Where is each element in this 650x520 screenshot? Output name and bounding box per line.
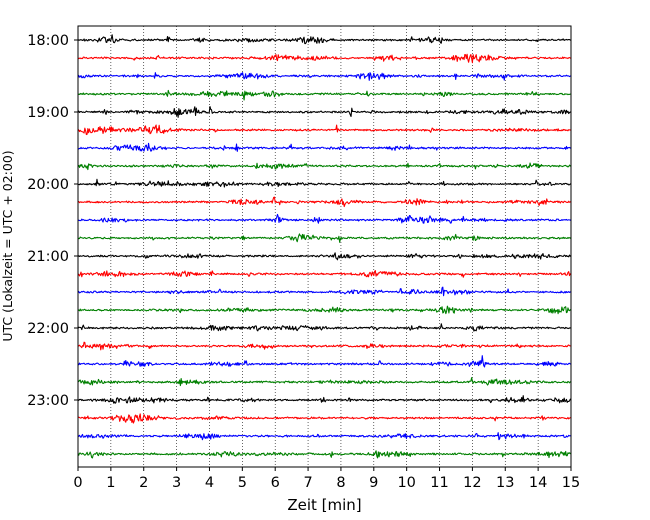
x-tick-label: 6 [271,475,280,491]
trace-2215 [77,341,572,351]
x-tick-label: 3 [172,475,181,491]
y-tick-label: 23:00 [27,393,69,409]
x-tick-label: 14 [529,475,547,491]
trace-2345 [77,450,572,459]
y-tick-label: 22:00 [27,321,69,337]
trace-2230 [77,355,572,368]
x-tick-label: 11 [430,475,448,491]
trace-1815 [77,53,572,64]
trace-1900 [77,105,572,118]
x-axis-ticks: 0 1 2 3 4 5 6 7 8 9 10 11 12 13 14 15 [73,467,580,491]
x-tick-label: 9 [369,475,378,491]
trace-2030 [77,213,572,224]
x-tick-label: 1 [106,475,115,491]
x-tick-label: 10 [397,475,415,491]
trace-2015 [77,196,572,208]
y-axis-label: UTC (Lokalzeit = UTC + 02:00) [0,150,15,341]
trace-2145 [77,305,572,315]
trace-1845 [77,89,572,101]
trace-2330 [77,432,572,441]
y-tick-label: 19:00 [27,105,69,121]
trace-1945 [77,162,572,171]
y-tick-label: 21:00 [27,249,69,265]
trace-2245 [77,377,572,387]
trace-2300 [78,395,572,404]
plot-frame [77,25,572,468]
seismogram-traces [77,34,572,459]
y-axis-ticks: 18:00 19:00 20:00 21:00 22:00 23:00 [27,33,78,409]
x-tick-label: 15 [562,475,580,491]
trace-1915 [77,124,572,136]
x-tick-label: 0 [73,475,82,491]
trace-1830 [77,72,572,81]
x-tick-label: 5 [238,475,247,491]
trace-1930 [77,142,572,152]
trace-2200 [77,323,572,332]
trace-2115 [77,270,572,278]
x-tick-label: 7 [303,475,312,491]
y-tick-label: 20:00 [27,177,69,193]
x-tick-label: 13 [496,475,514,491]
x-tick-label: 8 [336,475,345,491]
x-tick-label: 2 [139,475,148,491]
y-tick-label: 18:00 [27,33,69,49]
trace-2100 [77,252,572,261]
x-axis-label: Zeit [min] [287,496,361,514]
trace-2000 [77,178,572,188]
trace-2315 [77,413,572,424]
trace-2045 [77,233,572,243]
x-tick-label: 12 [463,475,481,491]
trace-1800 [77,34,572,45]
trace-2130 [77,286,572,297]
x-tick-label: 4 [205,475,214,491]
